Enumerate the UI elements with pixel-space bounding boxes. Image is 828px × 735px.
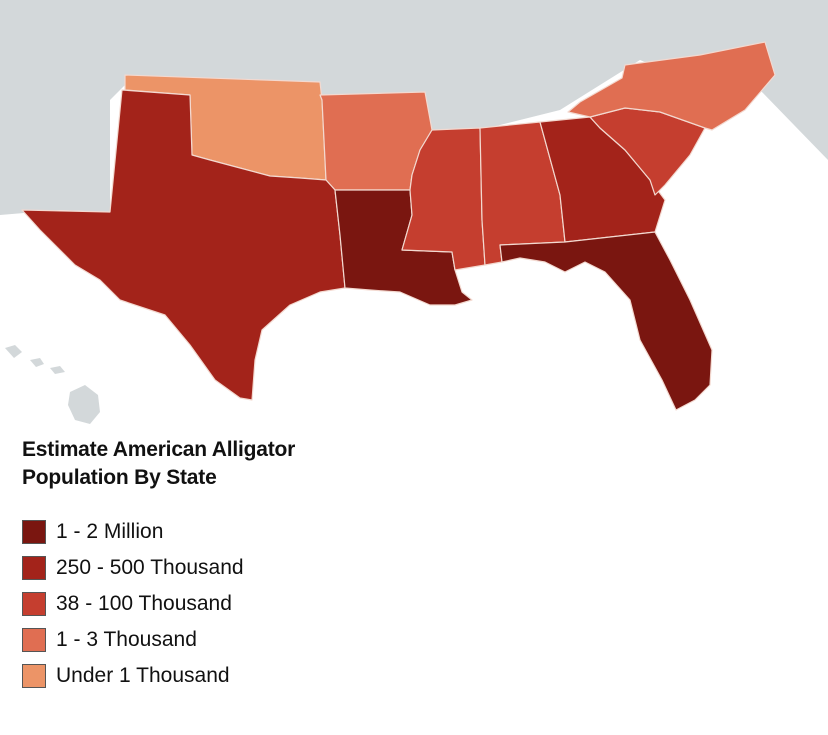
legend-swatch — [22, 520, 46, 544]
legend-label: 1 - 2 Million — [56, 520, 164, 543]
legend-swatch — [22, 592, 46, 616]
legend-item: Under 1 Thousand — [22, 658, 322, 694]
legend-item: 38 - 100 Thousand — [22, 586, 322, 622]
legend-item: 250 - 500 Thousand — [22, 550, 322, 586]
legend: Estimate American Alligator Population B… — [22, 436, 322, 694]
state-texas[interactable] — [21, 89, 346, 401]
other-us-land — [0, 0, 828, 215]
legend-label: 1 - 3 Thousand — [56, 628, 197, 651]
legend-label: 38 - 100 Thousand — [56, 592, 232, 615]
legend-title: Estimate American Alligator Population B… — [22, 438, 296, 489]
legend-swatch — [22, 628, 46, 652]
state-florida[interactable] — [499, 231, 713, 411]
legend-swatch — [22, 556, 46, 580]
legend-label: 250 - 500 Thousand — [56, 556, 244, 579]
legend-item: 1 - 3 Thousand — [22, 622, 322, 658]
state-north-carolina[interactable] — [567, 41, 776, 131]
legend-swatch — [22, 664, 46, 688]
legend-item: 1 - 2 Million — [22, 514, 322, 550]
hawaii-islands — [5, 345, 100, 424]
legend-label: Under 1 Thousand — [56, 664, 230, 687]
